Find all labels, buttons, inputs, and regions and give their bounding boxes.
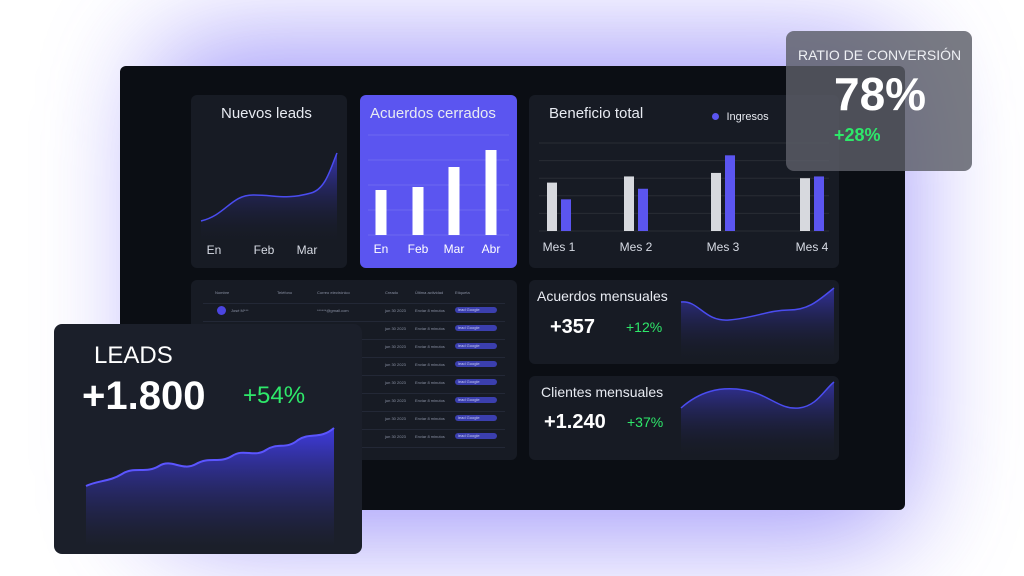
card-leads-overlay: LEADS +1.800 +54% [54, 324, 362, 554]
legend: Ingresos [712, 107, 769, 125]
bar-mes-4-s2 [814, 176, 824, 231]
bar-en [375, 190, 387, 235]
cell-created: jun 30 2023 [385, 362, 406, 367]
card-clientes-mensuales: Clientes mensuales +1.240 +37% [529, 376, 839, 460]
tag-badge: lead Google [455, 433, 497, 439]
tick-label: Mes 2 [620, 240, 653, 254]
cell-activity: Enviar 8 minutos [415, 434, 445, 439]
tag-badge: lead Google [455, 415, 497, 421]
legend-label: Ingresos [726, 111, 769, 123]
cell-activity: Enviar 8 minutos [415, 398, 445, 403]
clientes-mensuales-sparkline [680, 381, 835, 460]
col-header: Teléfono [277, 290, 293, 295]
bar-feb [412, 187, 424, 235]
cell-created: jun 30 2023 [385, 398, 406, 403]
bar-mes-3-s2 [725, 155, 735, 231]
col-header: Última actividad [415, 290, 444, 295]
beneficio-total-bar-chart: Mes 1 Mes 2 Mes 3 Mes 4 [539, 142, 829, 254]
leads-value: +1.800 [82, 374, 206, 418]
kpi-value: +357 [550, 316, 596, 338]
card-title: Beneficio total [549, 105, 644, 122]
card-acuerdos-mensuales: Acuerdos mensuales +357 +12% [529, 280, 839, 364]
cell-activity: Enviar 8 minutos [415, 326, 445, 331]
ratio-change: +28% [834, 125, 881, 145]
cell-created: jun 30 2023 [385, 416, 406, 421]
kpi-value: +1.240 [544, 411, 606, 433]
ratio-value: 78% [834, 68, 927, 120]
tag-label: lead Google [458, 433, 480, 438]
tag-label: lead Google [458, 397, 480, 402]
table-header-row: Nombre Teléfono Correo electrónico Cread… [203, 286, 505, 304]
tag-badge: lead Google [455, 307, 497, 313]
tick-label: Abr [482, 242, 501, 256]
bar-mes-2-s1 [624, 176, 634, 231]
bar-mes-3-s1 [711, 172, 721, 231]
kpi-change: +37% [627, 414, 664, 430]
leads-change: +54% [243, 382, 306, 409]
col-header: Creado [385, 290, 399, 295]
tag-label: lead Google [458, 379, 480, 384]
avatar [217, 306, 226, 315]
tag-badge: lead Google [455, 343, 497, 349]
tick-label: Mar [444, 242, 465, 256]
cell-name: José M*** [231, 308, 249, 313]
tag-label: lead Google [458, 415, 480, 420]
leads-title: LEADS [94, 342, 173, 369]
bar-mes-1-s1 [547, 182, 557, 231]
nuevos-leads-area-chart [200, 152, 338, 245]
card-acuerdos-cerrados[interactable]: Acuerdos cerrados En Feb Mar Abr [360, 95, 517, 268]
cell-created: jun 30 2023 [385, 344, 406, 349]
cell-activity: Enviar 8 minutos [415, 308, 445, 313]
acuerdos-mensuales-sparkline [680, 287, 835, 364]
tick-label: Mar [296, 243, 318, 257]
tick-label: Feb [408, 242, 429, 256]
cell-activity: Enviar 8 minutos [415, 344, 445, 349]
ratio-title: RATIO DE CONVERSIÓN [798, 47, 962, 63]
bar-mes-2-s2 [638, 188, 648, 231]
cell-activity: Enviar 8 minutos [415, 416, 445, 421]
tag-badge: lead Google [455, 379, 497, 385]
bar-mar [448, 167, 460, 235]
tick-label: Feb [253, 243, 275, 257]
col-header: Etiqueta [455, 290, 470, 295]
tag-label: lead Google [458, 307, 480, 312]
bar-abr [485, 150, 497, 235]
bar-mes-1-s2 [561, 199, 571, 231]
col-header: Correo electrónico [317, 290, 350, 295]
tick-label: Mes 4 [796, 240, 829, 254]
card-title: Acuerdos mensuales [537, 288, 668, 304]
tag-label: lead Google [458, 361, 480, 366]
tick-label: En [206, 243, 222, 257]
tick-label: En [374, 242, 389, 256]
tag-label: lead Google [458, 343, 480, 348]
cell-created: jun 30 2023 [385, 380, 406, 385]
cell-created: jun 30 2023 [385, 434, 406, 439]
kpi-change: +12% [626, 319, 663, 335]
legend-dot [712, 113, 719, 120]
cell-activity: Enviar 8 minutos [415, 362, 445, 367]
cell-activity: Enviar 8 minutos [415, 380, 445, 385]
card-nuevos-leads: Nuevos leads En Feb Mar [191, 95, 347, 268]
cell-created: jun 30 2023 [385, 308, 406, 313]
cell-email: ******@gmail.com [317, 308, 349, 313]
acuerdos-cerrados-bar-chart: En Feb Mar Abr [368, 134, 509, 256]
tag-badge: lead Google [455, 325, 497, 331]
col-header: Nombre [215, 290, 230, 295]
tag-badge: lead Google [455, 361, 497, 367]
tick-label: Mes 1 [543, 240, 576, 254]
tick-label: Mes 3 [707, 240, 740, 254]
table-row[interactable]: José M*** ******@gmail.com jun 30 2023 Envi… [203, 304, 505, 322]
bar-mes-4-s1 [800, 178, 810, 231]
card-title: Acuerdos cerrados [370, 105, 496, 122]
card-title: Nuevos leads [221, 105, 312, 122]
card-ratio-conversion: RATIO DE CONVERSIÓN 78% +28% [786, 31, 972, 171]
card-title: Clientes mensuales [541, 384, 664, 400]
leads-area-chart [85, 427, 335, 546]
cell-created: jun 30 2023 [385, 326, 406, 331]
tag-badge: lead Google [455, 397, 497, 403]
tag-label: lead Google [458, 325, 480, 330]
